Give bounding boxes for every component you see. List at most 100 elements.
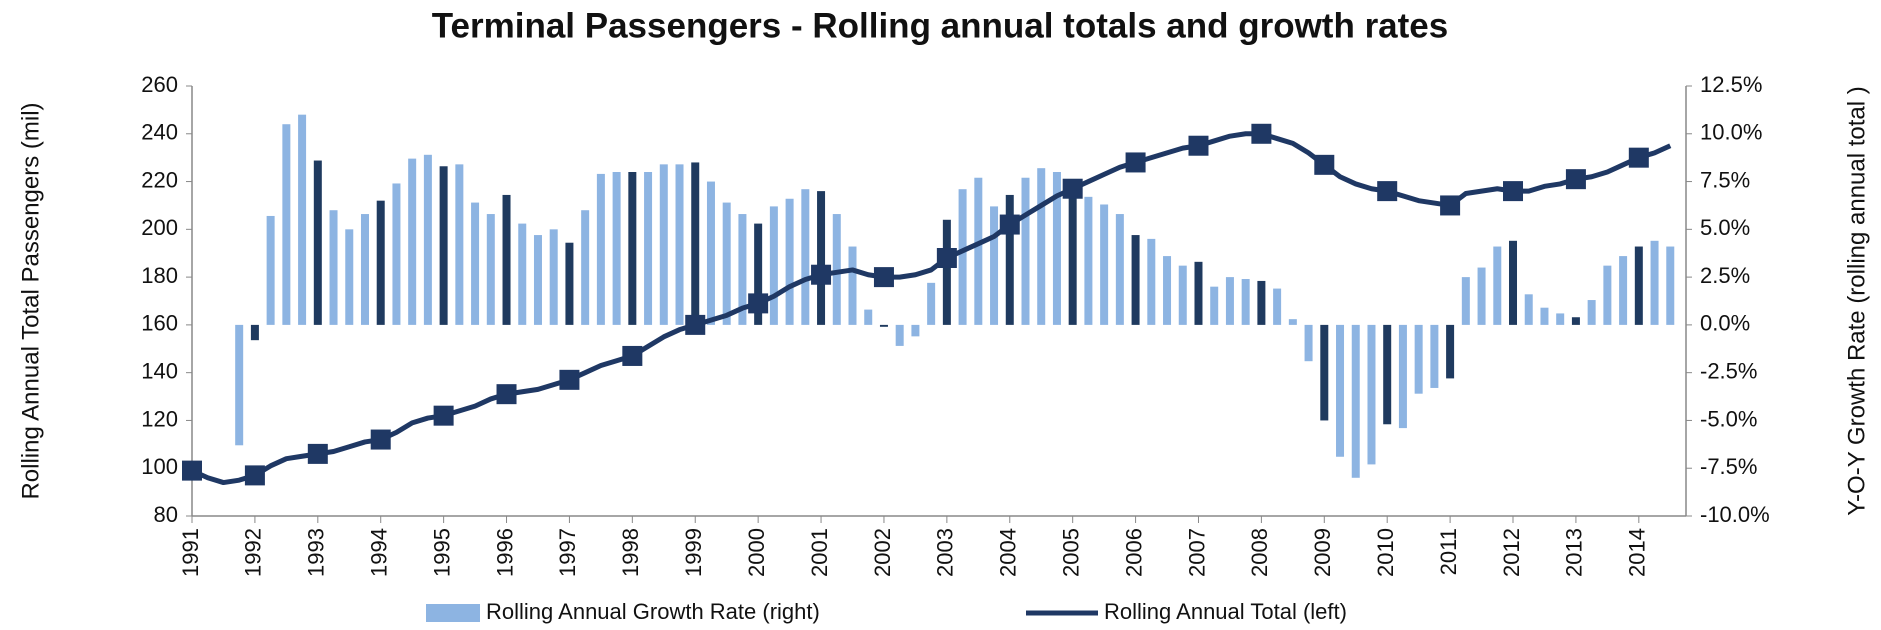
bar (958, 189, 967, 325)
y2-tick-label: -10.0% (1700, 502, 1770, 527)
x-tick-label: 1993 (304, 528, 329, 577)
bar (549, 229, 558, 325)
bar (282, 124, 291, 325)
bar (1430, 324, 1439, 388)
bar (1556, 313, 1565, 325)
bar (518, 223, 527, 325)
line-marker (1062, 178, 1083, 199)
x-tick-label: 1998 (618, 528, 643, 577)
bar (1210, 286, 1219, 325)
bar (1493, 246, 1502, 325)
legend-label: Rolling Annual Growth Rate (right) (486, 599, 820, 624)
bar (927, 282, 936, 325)
bar (298, 114, 307, 325)
bar (376, 200, 385, 325)
bar (612, 172, 621, 325)
x-tick-label: 2002 (870, 528, 895, 577)
y2-tick-label: 2.5% (1700, 263, 1750, 288)
bar (1304, 324, 1313, 362)
bar (423, 154, 432, 325)
bar (691, 162, 700, 325)
y-tick-label: 120 (141, 406, 178, 431)
line-marker (685, 314, 706, 335)
bar (266, 215, 275, 325)
x-tick-label: 1995 (429, 528, 454, 577)
bar (659, 164, 668, 325)
bar (675, 164, 684, 325)
y-tick-label: 140 (141, 358, 178, 383)
bar (832, 214, 841, 325)
y2-tick-label: -7.5% (1700, 454, 1757, 479)
bar (974, 177, 983, 325)
bar (408, 158, 417, 325)
bar (1163, 256, 1172, 325)
bar (817, 191, 826, 325)
bar (1461, 277, 1470, 325)
bar (1005, 194, 1014, 325)
line-marker (1314, 154, 1335, 175)
line-marker (873, 267, 894, 288)
bar (1037, 168, 1046, 325)
x-tick-label: 2007 (1184, 528, 1209, 577)
line-marker (1377, 181, 1398, 202)
bar (533, 235, 542, 325)
line-marker (1125, 152, 1146, 173)
bar (1194, 261, 1203, 325)
y-tick-label: 240 (141, 120, 178, 145)
line-marker (811, 264, 832, 285)
line-marker (1503, 181, 1524, 202)
bar (1587, 300, 1596, 325)
x-tick-label: 2012 (1499, 528, 1524, 577)
bar (1351, 324, 1360, 478)
bar (345, 229, 354, 325)
x-tick-label: 2003 (933, 528, 958, 577)
bar (360, 214, 369, 325)
bar (250, 324, 259, 341)
bar (738, 214, 747, 325)
y-axis-label: Rolling Annual Total Passengers (mil) (17, 102, 44, 499)
bar (1634, 246, 1643, 325)
bar (1241, 279, 1250, 325)
x-tick-label: 2000 (744, 528, 769, 577)
bar (1131, 235, 1140, 325)
bar (754, 223, 763, 325)
bar (722, 202, 731, 325)
bar (1320, 324, 1329, 421)
bar (1084, 196, 1093, 325)
bar (864, 309, 873, 325)
x-tick-label: 1997 (555, 528, 580, 577)
line-marker (307, 443, 328, 464)
y2-tick-label: -5.0% (1700, 406, 1757, 431)
line-marker (1440, 195, 1461, 216)
y-tick-label: 100 (141, 454, 178, 479)
bar (486, 214, 495, 325)
bar (1383, 324, 1392, 425)
bar (942, 219, 951, 325)
y2-tick-label: 5.0% (1700, 215, 1750, 240)
legend-swatch (426, 604, 480, 622)
bar (1257, 280, 1266, 325)
x-tick-label: 2010 (1373, 528, 1398, 577)
bar (801, 189, 810, 325)
x-tick-label: 2004 (996, 528, 1021, 577)
x-tick-label: 1992 (241, 528, 266, 577)
bar (1414, 324, 1423, 394)
x-tick-label: 2008 (1247, 528, 1272, 577)
y2-tick-label: 10.0% (1700, 120, 1762, 145)
y2-tick-label: 7.5% (1700, 167, 1750, 192)
bar (1225, 277, 1234, 325)
line-marker (559, 369, 580, 390)
line-marker (182, 460, 202, 481)
bar (628, 172, 637, 325)
legend-label: Rolling Annual Total (left) (1104, 599, 1347, 624)
x-tick-label: 2005 (1058, 528, 1083, 577)
bar (1100, 204, 1109, 325)
bar (895, 324, 904, 346)
bar (1273, 288, 1282, 325)
bar (329, 210, 338, 325)
line-marker (1628, 147, 1649, 168)
bar (1477, 267, 1486, 325)
bar (565, 242, 574, 325)
line-marker (496, 384, 517, 405)
